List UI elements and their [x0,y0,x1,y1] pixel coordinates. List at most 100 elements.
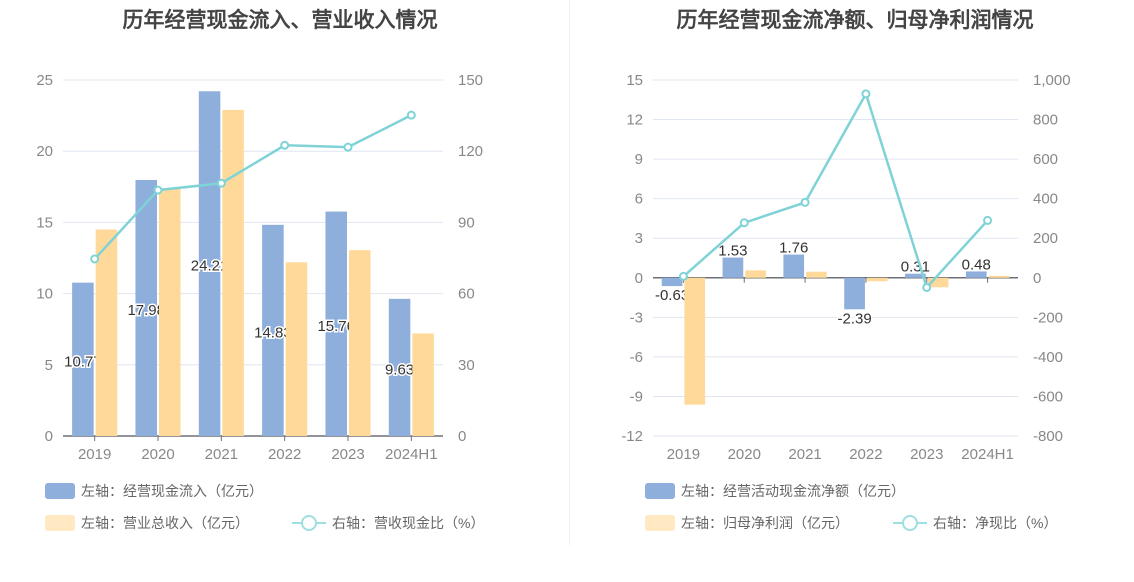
x-tick-label: 2022 [849,446,882,463]
y-left-tick: 0 [45,428,53,445]
legend-label: 右轴：净现比（%） [933,515,1058,531]
data-label: -2.39 [837,310,871,327]
legend-label: 左轴：营业总收入（亿元） [81,515,249,531]
y-right-tick: 0 [458,428,466,445]
line-series [682,90,989,290]
bar-primary [325,211,347,436]
bar-primary [388,298,411,436]
data-label: 17.98 [127,302,165,319]
y-right-tick: 0 [1033,270,1041,287]
line-point [153,185,163,195]
line-point [800,197,810,207]
line-series [93,114,412,260]
data-label: 10.77 [64,353,102,370]
legend-item-revenue[interactable]: 左轴：营业总收入（亿元） [45,513,249,533]
bar-primary [722,257,744,278]
y-left-tick: 5 [45,357,53,374]
data-label: 0.31 [901,259,930,276]
bar-primary [965,271,987,278]
legend-item-net-profit[interactable]: 左轴：归母净利润（亿元） [645,513,849,533]
x-tick-label: 2021 [205,446,238,463]
line-point [922,282,932,292]
bar-secondary [95,229,118,436]
y-right-tick: 800 [1033,112,1058,129]
y-left-tick: -12 [621,428,643,445]
y-right-tick: 600 [1033,151,1058,168]
bar-secondary [159,188,181,436]
x-tick-label: 2020 [728,446,761,463]
legend-item-net-cash-flow[interactable]: 左轴：经营活动现金流净额（亿元） [645,481,905,501]
x-tick-label: 2022 [268,446,301,463]
legend-item-cash-ratio[interactable]: 右轴：营收现金比（%） [292,513,484,533]
y-left-tick: 25 [36,72,53,89]
y-right-tick: 200 [1033,230,1058,247]
chart-title-left: 历年经营现金流入、营业收入情况 [122,9,438,32]
x-tick-label: 2023 [910,446,943,463]
bar-primary [135,179,157,437]
bar-primary [905,273,926,278]
bar-primary [198,91,221,436]
data-label: 0.48 [962,256,991,273]
bar-primary [844,277,865,310]
legend-item-cash-inflow[interactable]: 左轴：经营现金流入（亿元） [45,481,263,501]
line-point [861,89,871,99]
bar-primary [661,277,683,287]
y-left-tick: 12 [626,112,643,129]
legend-line-icon [292,515,326,531]
y-right-tick: -200 [1033,309,1063,326]
data-label: 9.63 [385,361,414,378]
chart-title-right: 历年经营现金流净额、归母净利润情况 [676,9,1034,32]
legend-label: 右轴：营收现金比（%） [332,515,485,531]
legend-line-icon [893,515,927,531]
y-left-tick: 10 [36,286,53,303]
y-right-tick: 90 [458,214,475,231]
bar-secondary [285,262,308,436]
y-left-tick: 3 [635,230,643,247]
x-tick-label: 2019 [667,446,700,463]
bar-secondary [222,109,244,437]
x-tick-label: 2019 [78,446,111,463]
line-point [216,178,226,188]
bar-secondary [684,277,706,405]
bar-secondary [349,250,371,436]
bar-primary [262,224,284,436]
line-point [739,218,749,228]
line-point [406,110,416,120]
x-tick-label: 2021 [788,446,821,463]
data-label: -0.63 [655,287,689,304]
legend-swatch [45,515,75,531]
legend-swatch [645,515,675,531]
y-right-tick: 150 [458,72,483,89]
line-point [90,254,100,264]
legend-item-net-cash-ratio[interactable]: 右轴：净现比（%） [893,513,1057,533]
divider [569,0,570,545]
x-tick-label: 2023 [331,446,364,463]
y-right-tick: 60 [458,286,475,303]
y-right-tick: -400 [1033,349,1063,366]
bar-secondary [988,275,1010,278]
y-right-tick: -800 [1033,428,1063,445]
y-right-tick: 30 [458,357,475,374]
line-point [983,215,993,225]
line-point [280,140,290,150]
y-right-tick: 400 [1033,191,1058,208]
y-left-tick: -6 [630,349,643,366]
bar-secondary [927,277,949,288]
x-tick-label: 2024H1 [385,446,438,463]
data-label: 1.53 [718,243,747,260]
y-left-tick: -3 [630,309,643,326]
y-right-tick: 120 [458,143,483,160]
x-tick-label: 2020 [141,446,174,463]
legend-swatch [645,483,675,499]
y-right-tick: -600 [1033,388,1063,405]
y-right-tick: 1,000 [1033,72,1071,89]
data-label: 15.76 [317,318,355,335]
legend-label: 左轴：归母净利润（亿元） [681,515,849,531]
bar-primary [783,254,805,278]
bar-secondary [806,271,827,278]
bar-secondary [745,270,766,278]
data-label: 14.83 [254,324,292,341]
y-left-tick: 9 [635,151,643,168]
